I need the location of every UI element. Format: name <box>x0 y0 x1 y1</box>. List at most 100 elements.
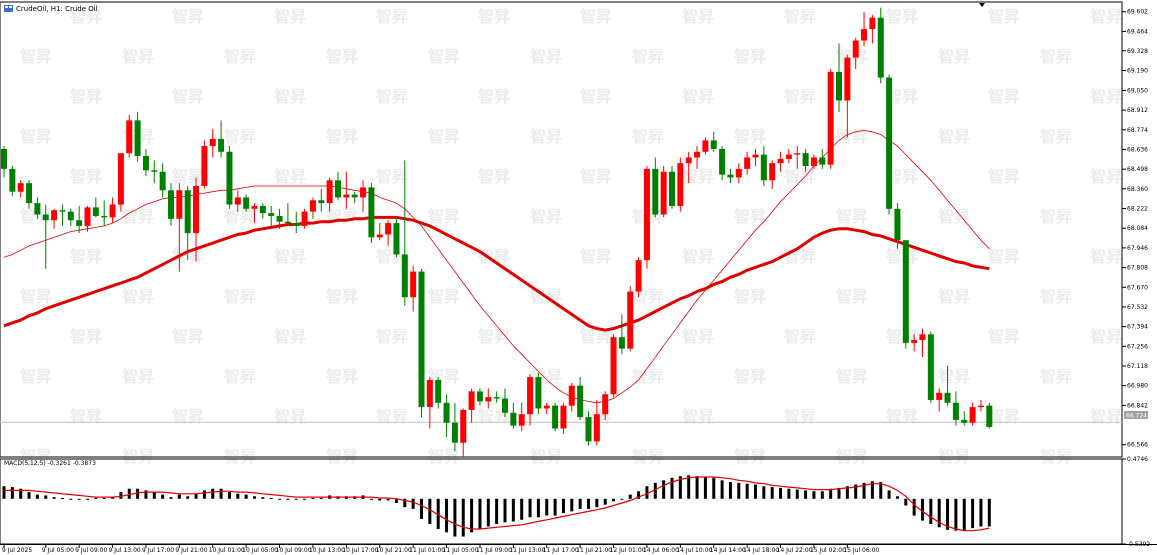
macd-bar <box>845 486 849 499</box>
watermark-text: 智昇 <box>224 127 256 146</box>
macd-bar <box>319 497 323 499</box>
macd-bar <box>394 498 398 503</box>
macd-bar <box>770 487 774 499</box>
current-price-tag <box>1124 411 1148 419</box>
watermark-text: 智昇 <box>326 47 358 66</box>
macd-axis: 0.4746 -0.5392 <box>1122 456 1150 548</box>
macd-bar <box>703 476 707 499</box>
time-tick-label: 10 Jul 09:00 <box>276 547 312 554</box>
macd-bar <box>904 498 908 506</box>
candle-body <box>769 163 776 181</box>
watermark-text: 智昇 <box>530 367 562 386</box>
watermark-text: 智昇 <box>224 47 256 66</box>
macd-bar <box>862 482 866 499</box>
watermark-text: 智昇 <box>886 7 918 26</box>
candle-body <box>117 153 124 205</box>
watermark-text: 智昇 <box>274 167 306 186</box>
time-tick-label: 11 Jul 01:00 <box>409 547 445 554</box>
watermark-text: 智昇 <box>70 327 102 346</box>
watermark-text: 智昇 <box>938 367 970 386</box>
macd-bar <box>603 498 607 505</box>
candle-body <box>368 187 375 238</box>
macd-bar <box>378 498 382 501</box>
watermark-text: 智昇 <box>530 127 562 146</box>
macd-bar <box>27 492 31 499</box>
watermark-text: 智昇 <box>172 87 204 106</box>
candle-body <box>209 138 216 147</box>
time-tick-label: 11 Jul 13:00 <box>509 547 545 554</box>
candle-body <box>84 207 91 226</box>
macd-bar <box>261 497 265 499</box>
watermark-text: 智昇 <box>784 87 816 106</box>
time-tick-label: 10 Jul 05:00 <box>242 547 278 554</box>
watermark-text: 智昇 <box>886 407 918 426</box>
watermark-text: 智昇 <box>988 407 1020 426</box>
watermark-text: 智昇 <box>122 287 154 306</box>
price-tick-label: 67.532 <box>1127 304 1148 311</box>
macd-bar <box>286 498 290 500</box>
candle-body <box>844 57 851 101</box>
candle-body <box>735 168 742 178</box>
candle-body <box>51 210 58 221</box>
watermark-text: 智昇 <box>172 167 204 186</box>
candle-body <box>593 414 600 442</box>
candle-body <box>76 220 83 226</box>
macd-bar <box>645 486 649 499</box>
macd-bar <box>804 490 808 499</box>
candle-body <box>652 168 659 215</box>
candle-body <box>727 174 734 178</box>
time-tick-label: 10 Jul 13:00 <box>309 547 345 554</box>
watermark-text: 智昇 <box>70 247 102 266</box>
candle-body <box>151 170 158 172</box>
watermark-text: 智昇 <box>580 7 612 26</box>
macd-bar <box>253 496 256 499</box>
macd-bar <box>311 497 315 499</box>
scroll-marker-icon[interactable] <box>979 3 985 7</box>
price-tick-label: 67.670 <box>1127 284 1148 291</box>
watermark-text: 智昇 <box>274 407 306 426</box>
time-tick-label: 15 Jul 06:00 <box>843 547 879 554</box>
macd-bar <box>670 477 674 499</box>
price-tick-label: 69.050 <box>1127 87 1148 94</box>
candle-body <box>451 422 458 443</box>
candle-body <box>961 419 968 423</box>
price-tick-label: 66.842 <box>1127 402 1148 409</box>
watermark-text: 智昇 <box>70 167 102 186</box>
candle-body <box>17 183 24 192</box>
candle-body <box>618 337 625 349</box>
macd-tick-label: 0.4746 <box>1127 456 1148 463</box>
chart-title: CrudeOil, H1: Crude Oil <box>4 5 98 13</box>
macd-bar <box>77 498 81 500</box>
candle-body <box>385 223 392 235</box>
watermark-text: 智昇 <box>1090 167 1122 186</box>
macd-bar <box>745 483 749 499</box>
chart-window-icon-pane <box>9 6 12 8</box>
time-tick-label: 9 Jul 2025 <box>2 547 32 554</box>
macd-bar <box>653 482 657 499</box>
macd-bar <box>136 488 140 499</box>
time-tick-label: 11 Jul 05:00 <box>443 547 479 554</box>
watermark-text: 智昇 <box>580 87 612 106</box>
candle-body <box>894 208 901 241</box>
watermark-text: 智昇 <box>580 247 612 266</box>
watermark-text: 智昇 <box>886 327 918 346</box>
macd-bar <box>837 487 841 499</box>
candle-body <box>234 197 241 205</box>
candle-body <box>977 405 984 408</box>
macd-bar <box>227 492 231 499</box>
time-tick-label: 10 Jul 01:00 <box>209 547 245 554</box>
time-tick-label: 14 Jul 18:00 <box>743 547 779 554</box>
macd-bar <box>44 495 48 499</box>
macd-bar <box>795 489 799 499</box>
watermark-text: 智昇 <box>274 247 306 266</box>
watermark-text: 智昇 <box>172 7 204 26</box>
candle-body <box>335 180 341 198</box>
candle-body <box>134 120 141 157</box>
time-tick-label: 11 Jul 21:00 <box>576 547 612 554</box>
time-tick-label: 9 Jul 17:00 <box>142 547 174 554</box>
watermark-text: 智昇 <box>224 287 256 306</box>
macd-bar <box>278 498 282 500</box>
price-tick-label: 68.912 <box>1127 107 1148 114</box>
macd-bar <box>879 482 883 499</box>
watermark-text: 智昇 <box>376 87 408 106</box>
